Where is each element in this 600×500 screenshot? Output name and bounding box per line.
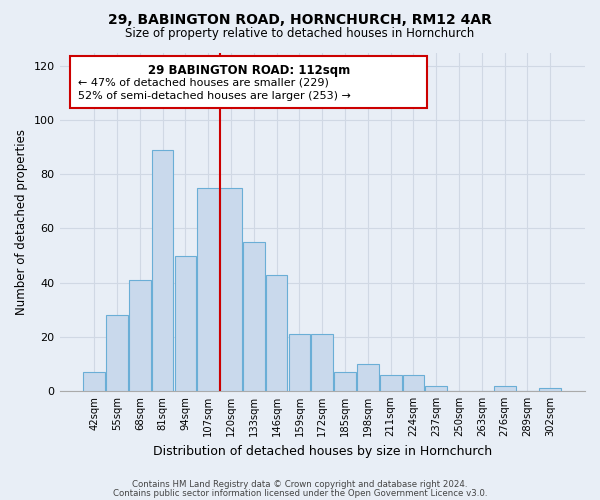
- Bar: [175, 256, 196, 391]
- Bar: [197, 188, 219, 391]
- Bar: [425, 386, 447, 391]
- Y-axis label: Number of detached properties: Number of detached properties: [15, 128, 28, 314]
- Text: ← 47% of detached houses are smaller (229): ← 47% of detached houses are smaller (22…: [78, 78, 329, 88]
- Bar: [357, 364, 379, 391]
- Bar: [83, 372, 105, 391]
- Text: Contains public sector information licensed under the Open Government Licence v3: Contains public sector information licen…: [113, 488, 487, 498]
- Bar: [152, 150, 173, 391]
- Text: 52% of semi-detached houses are larger (253) →: 52% of semi-detached houses are larger (…: [78, 92, 351, 102]
- Text: 29, BABINGTON ROAD, HORNCHURCH, RM12 4AR: 29, BABINGTON ROAD, HORNCHURCH, RM12 4AR: [108, 12, 492, 26]
- Bar: [334, 372, 356, 391]
- Bar: [106, 315, 128, 391]
- Bar: [380, 374, 401, 391]
- X-axis label: Distribution of detached houses by size in Hornchurch: Distribution of detached houses by size …: [153, 444, 492, 458]
- Bar: [494, 386, 515, 391]
- Bar: [220, 188, 242, 391]
- FancyBboxPatch shape: [70, 56, 427, 108]
- Bar: [243, 242, 265, 391]
- Bar: [403, 374, 424, 391]
- Text: Size of property relative to detached houses in Hornchurch: Size of property relative to detached ho…: [125, 28, 475, 40]
- Text: Contains HM Land Registry data © Crown copyright and database right 2024.: Contains HM Land Registry data © Crown c…: [132, 480, 468, 489]
- Bar: [289, 334, 310, 391]
- Bar: [266, 274, 287, 391]
- Text: 29 BABINGTON ROAD: 112sqm: 29 BABINGTON ROAD: 112sqm: [148, 64, 350, 78]
- Bar: [129, 280, 151, 391]
- Bar: [539, 388, 561, 391]
- Bar: [311, 334, 333, 391]
